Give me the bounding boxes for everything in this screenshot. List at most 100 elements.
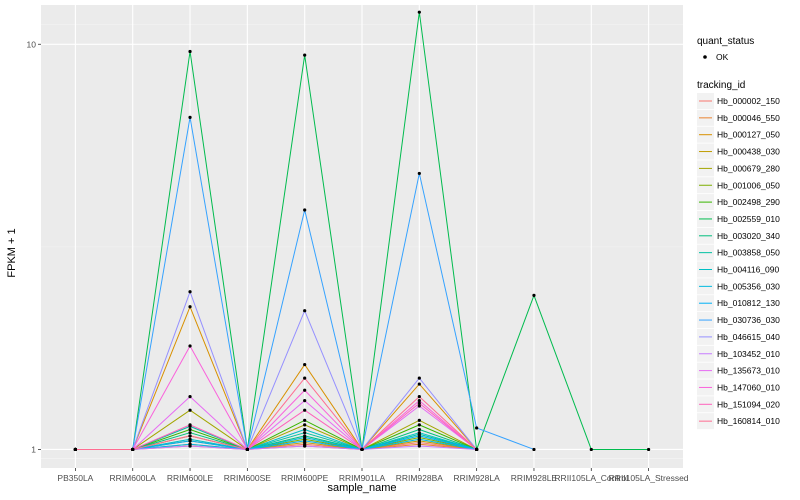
legend-label: Hb_147060_010	[717, 382, 780, 392]
legend-title: tracking_id	[697, 80, 745, 91]
data-point	[303, 309, 307, 313]
data-point	[131, 447, 135, 452]
legend-label: Hb_000438_030	[717, 147, 780, 157]
data-point	[303, 399, 307, 403]
data-point	[417, 437, 421, 441]
data-point	[589, 447, 593, 452]
legend-label: Hb_005356_030	[717, 281, 780, 291]
data-point	[417, 382, 421, 386]
data-point	[303, 427, 307, 432]
legend-label: Hb_010812_130	[717, 298, 780, 308]
data-point	[303, 423, 307, 427]
data-point	[417, 376, 421, 380]
series-line	[75, 429, 477, 450]
x-tick-label: RRIM928LA	[453, 473, 500, 483]
legend-label: Hb_046615_040	[717, 332, 780, 342]
x-tick-label: RRII105LA_Stressed	[609, 473, 689, 483]
data-point	[188, 439, 192, 443]
legend-label: Hb_002559_010	[717, 214, 780, 224]
grid-layer	[41, 5, 683, 468]
data-point	[303, 439, 307, 443]
data-point	[188, 431, 192, 435]
legend-key-point	[703, 55, 707, 59]
data-point	[188, 290, 192, 294]
x-tick-label: RRII105LA_Control	[554, 473, 628, 483]
legend-title: quant_status	[697, 36, 754, 47]
legend-label: Hb_003858_050	[717, 248, 780, 258]
x-tick-label: RRIM901LA	[339, 473, 386, 483]
data-point	[303, 418, 307, 422]
legend-label: Hb_000002_150	[717, 96, 780, 106]
data-point	[303, 444, 307, 448]
legend-label: Hb_002498_290	[717, 197, 780, 207]
legend-label: Hb_160814_010	[717, 416, 780, 426]
x-axis-title: sample_name	[327, 482, 396, 494]
data-point	[303, 388, 307, 392]
x-tick-label: RRIM600SE	[224, 473, 272, 483]
data-point	[303, 435, 307, 440]
x-tick-label: RRIM600LE	[167, 473, 214, 483]
data-point	[475, 426, 479, 430]
series-line	[75, 291, 478, 450]
legend-label: Hb_004116_090	[717, 265, 780, 275]
data-point	[188, 344, 192, 348]
series-line	[75, 396, 477, 450]
data-point	[417, 423, 421, 427]
data-point	[647, 447, 651, 452]
series-line	[75, 377, 477, 450]
data-point	[417, 399, 421, 403]
x-tick-label: RRIM928LE	[511, 473, 558, 483]
legend-label: Hb_135673_010	[717, 366, 780, 376]
series-line	[75, 445, 477, 450]
data-point	[475, 447, 479, 452]
legend-label: OK	[716, 52, 729, 62]
data-point	[417, 401, 421, 405]
data-point	[532, 447, 536, 452]
data-point	[417, 444, 421, 448]
data-point	[188, 49, 192, 54]
x-tick-label: RRIM928BA	[396, 473, 444, 483]
data-point	[188, 115, 192, 119]
data-point	[417, 418, 421, 422]
data-point	[188, 427, 192, 432]
data-point	[360, 447, 364, 452]
legend-label: Hb_003020_340	[717, 231, 780, 241]
data-point	[188, 434, 192, 438]
points-layer	[73, 10, 651, 452]
data-point	[303, 362, 307, 367]
series-layer	[75, 11, 649, 450]
data-point	[73, 447, 77, 452]
y-tick-label: 10	[27, 39, 37, 49]
data-point	[303, 53, 307, 57]
data-point	[245, 447, 249, 452]
series-line	[75, 409, 477, 450]
x-tick-label: RRIM600LA	[110, 473, 157, 483]
legend-label: Hb_000679_280	[717, 163, 780, 173]
data-point	[303, 376, 307, 380]
data-point	[188, 408, 192, 412]
data-point	[188, 423, 192, 427]
data-point	[417, 404, 421, 408]
data-point	[417, 427, 421, 432]
data-point	[188, 444, 192, 448]
data-point	[303, 408, 307, 412]
series-line	[75, 306, 478, 450]
legend-label: Hb_151094_020	[717, 399, 780, 409]
data-point	[188, 395, 192, 399]
legend-label: Hb_001006_050	[717, 180, 780, 190]
series-line	[75, 435, 477, 450]
legend-label: Hb_000046_550	[717, 113, 780, 123]
x-tick-label: RRIM600PE	[281, 473, 329, 483]
y-tick-label: 1	[31, 444, 36, 454]
legend-label: Hb_000127_050	[717, 130, 780, 140]
data-point	[417, 431, 421, 435]
data-point	[303, 208, 307, 212]
data-point	[417, 434, 421, 438]
data-point	[417, 10, 421, 14]
data-point	[417, 171, 421, 176]
data-point	[188, 305, 192, 309]
axis-layer: 1 10 PB350LA RRIM600LA RRIM600LE RRIM600SE RRI…	[27, 39, 689, 483]
series-line	[75, 402, 477, 450]
data-point	[417, 395, 421, 399]
